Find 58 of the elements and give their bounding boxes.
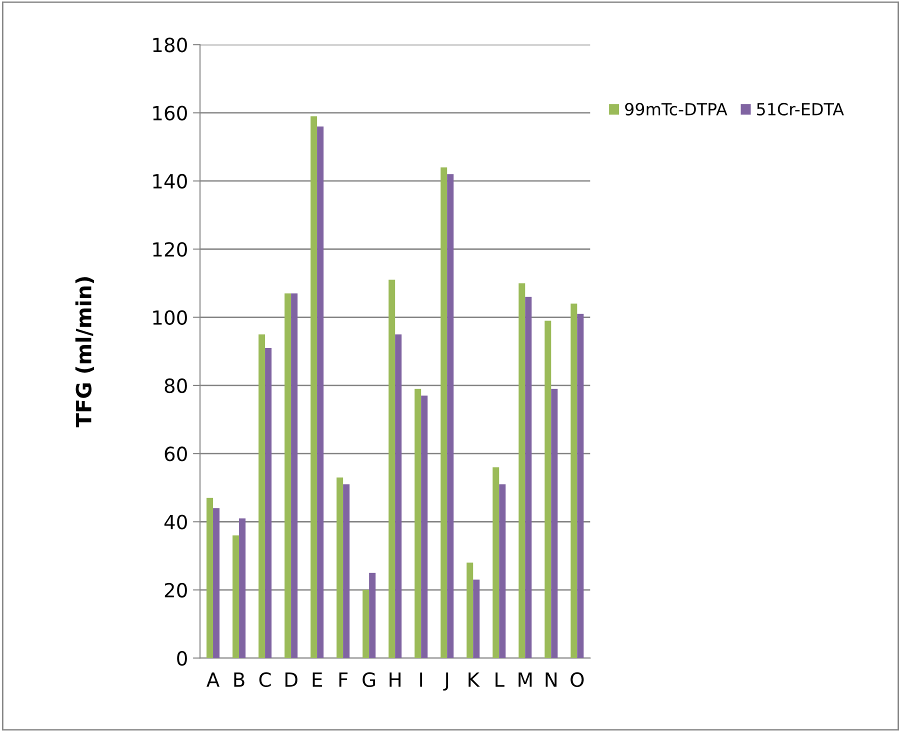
y-tick-label: 20: [164, 582, 187, 598]
bar: [466, 562, 474, 658]
bar: [239, 518, 246, 658]
bar: [551, 388, 558, 658]
bar: [492, 467, 500, 658]
bar: [284, 293, 292, 658]
bar: [336, 477, 344, 658]
bar: [343, 484, 350, 658]
bar: [213, 508, 220, 658]
bar: [525, 296, 532, 658]
legend-label: 51Cr-EDTA: [757, 102, 844, 116]
y-tick-label: 60: [164, 446, 187, 462]
bar: [518, 283, 526, 658]
x-tick-label: F: [339, 672, 348, 687]
x-tick-label: H: [390, 672, 400, 687]
y-tick-label: 80: [164, 378, 187, 394]
bar: [369, 572, 376, 658]
x-tick-label: O: [570, 672, 584, 688]
bar: [265, 348, 272, 658]
bar: [440, 167, 448, 658]
bar: [447, 174, 454, 658]
y-tick-label: 100: [153, 310, 187, 325]
bar: [310, 116, 318, 658]
bar: [258, 334, 266, 658]
x-tick-label: G: [362, 672, 376, 688]
bar: [206, 498, 214, 658]
bar: [544, 320, 552, 658]
y-tick-label: 0: [177, 651, 187, 666]
x-tick-label: B: [234, 672, 244, 687]
x-tick-label: C: [259, 672, 271, 688]
x-tick-label: I: [420, 672, 422, 687]
y-tick-label: 160: [153, 106, 187, 120]
bar: [414, 388, 422, 658]
bar: [291, 293, 298, 658]
y-tick-label: 120: [153, 242, 187, 257]
bar: [232, 535, 240, 658]
x-tick-label: M: [518, 672, 532, 687]
x-tick-label: L: [496, 672, 504, 687]
bar: [421, 396, 428, 658]
bar: [570, 304, 578, 658]
bar: [317, 126, 324, 658]
y-axis-title: TFG (ml/min): [75, 277, 94, 428]
legend-label: 99mTc-DTPA: [625, 102, 728, 116]
x-tick-label: A: [206, 672, 220, 687]
bar: [577, 314, 584, 658]
bar: [395, 334, 402, 658]
bar: [362, 590, 370, 658]
y-tick-label: 140: [153, 174, 187, 189]
y-tick-label: 40: [164, 514, 187, 530]
y-tick-label: 180: [153, 38, 187, 52]
x-tick-label: J: [443, 672, 448, 691]
bar: [499, 484, 506, 658]
x-tick-label: K: [468, 672, 480, 687]
bar: [388, 280, 396, 658]
x-tick-label: D: [285, 672, 298, 687]
x-tick-label: N: [546, 672, 557, 687]
bar: [473, 580, 480, 658]
x-tick-label: E: [312, 672, 322, 687]
